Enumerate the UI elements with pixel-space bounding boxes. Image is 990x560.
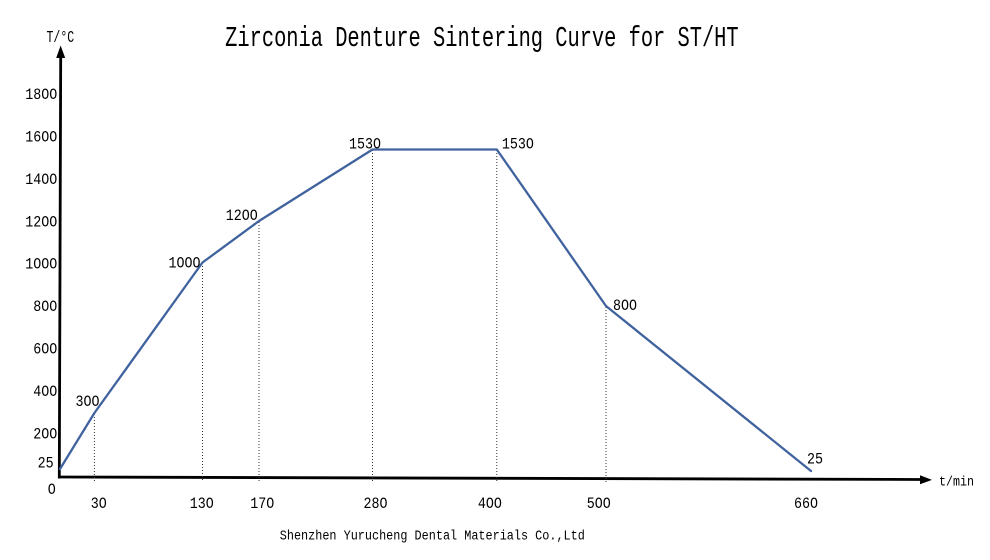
svg-text:3OO: 3OO	[76, 394, 100, 411]
svg-text:3O: 3O	[91, 496, 107, 513]
svg-text:t/min: t/min	[939, 474, 974, 490]
svg-text:25: 25	[807, 452, 823, 469]
svg-text:1OOO: 1OOO	[169, 256, 201, 273]
svg-text:14OO: 14OO	[25, 172, 57, 189]
svg-text:O: O	[48, 482, 56, 499]
svg-text:13O: 13O	[190, 496, 214, 513]
svg-text:12OO: 12OO	[25, 214, 57, 231]
svg-text:Zirconia Denture Sintering Cur: Zirconia Denture Sintering Curve for ST/…	[225, 22, 738, 56]
svg-text:18OO: 18OO	[25, 87, 57, 104]
svg-text:8OO: 8OO	[613, 298, 637, 315]
svg-text:4OO: 4OO	[33, 384, 57, 401]
svg-text:25: 25	[38, 456, 54, 473]
svg-text:17O: 17O	[250, 496, 274, 513]
svg-text:16OO: 16OO	[25, 129, 57, 146]
svg-text:4OO: 4OO	[478, 496, 502, 513]
svg-text:5OO: 5OO	[587, 496, 611, 513]
svg-text:8OO: 8OO	[33, 299, 57, 316]
svg-text:2OO: 2OO	[33, 427, 57, 444]
svg-text:66O: 66O	[794, 496, 818, 513]
svg-text:153O: 153O	[349, 136, 381, 153]
svg-text:Shenzhen Yurucheng Dental Mate: Shenzhen Yurucheng Dental Materials Co.,…	[280, 528, 585, 544]
svg-text:28O: 28O	[364, 496, 388, 513]
svg-text:T/°C: T/°C	[47, 29, 75, 48]
svg-text:6OO: 6OO	[33, 342, 57, 359]
svg-text:12OO: 12OO	[226, 208, 258, 225]
svg-text:1OOO: 1OOO	[25, 257, 57, 274]
svg-text:153O: 153O	[502, 136, 534, 153]
